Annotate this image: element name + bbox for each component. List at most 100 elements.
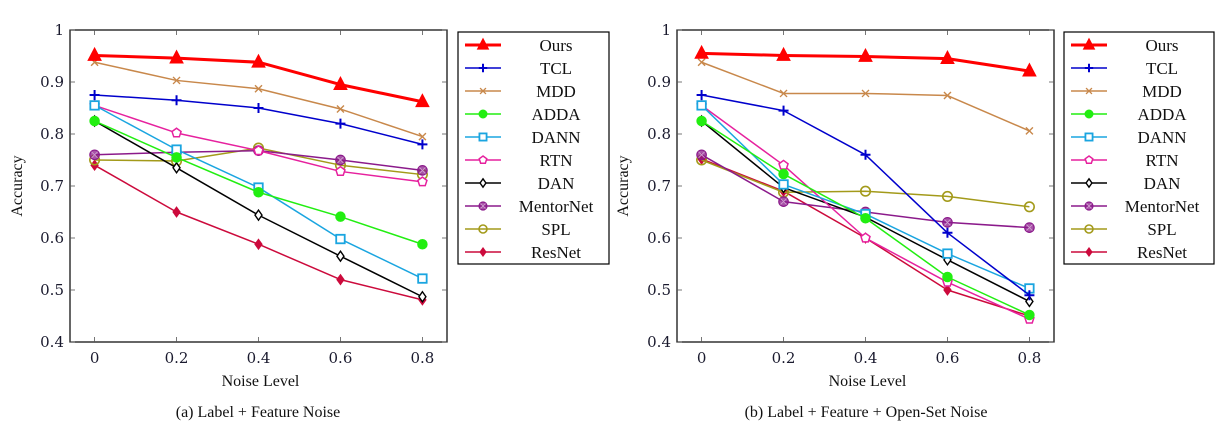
data-point-dan: [172, 161, 181, 175]
series-line-spl: [701, 159, 1030, 208]
data-point-adda: [89, 115, 100, 127]
data-point-tcl: [1024, 290, 1035, 301]
legend-label: MDD: [1142, 82, 1182, 101]
data-point-dan: [418, 290, 427, 303]
data-point-ours: [858, 47, 873, 62]
data-point-tcl: [860, 149, 871, 160]
data-point-mdd: [1025, 126, 1034, 135]
y-tick-label: 0.8: [647, 125, 671, 143]
y-axis-title: Accuracy: [9, 155, 26, 216]
data-point-tcl: [417, 139, 428, 150]
legend-item-mentornet: MentorNet: [1071, 197, 1200, 216]
y-tick-label: 0.9: [647, 73, 671, 91]
legend-label: RTN: [1146, 151, 1179, 170]
x-tick-label: 0.4: [854, 349, 878, 367]
data-point-ours: [333, 76, 348, 90]
legend-item-rtn: RTN: [465, 151, 572, 170]
series-adda: [89, 115, 428, 250]
y-tick-label: 0.6: [40, 229, 64, 247]
data-point-mdd: [697, 58, 706, 67]
data-point-mdd: [943, 91, 952, 100]
legend-marker-dan: [1085, 177, 1093, 189]
data-point-tcl: [696, 90, 707, 100]
legend-item-mdd: MDD: [1071, 82, 1182, 101]
legend-marker-tcl: [1084, 63, 1094, 73]
x-axis-title: Noise Level: [222, 373, 300, 390]
y-tick-label: 0.8: [40, 125, 64, 143]
data-point-mentornet-cross: [91, 151, 98, 159]
legend-item-spl: SPL: [465, 220, 571, 239]
data-point-adda: [778, 168, 789, 180]
x-tick-label: 0.2: [772, 349, 796, 367]
data-point-mdd: [418, 132, 427, 141]
legend-marker-adda: [478, 109, 488, 119]
data-point-rtn: [253, 144, 264, 156]
data-point-adda: [696, 115, 707, 127]
legend-item-mdd: MDD: [465, 82, 576, 101]
data-point-mdd: [861, 89, 870, 98]
data-point-dann: [778, 179, 789, 190]
data-point-dann: [417, 273, 428, 284]
x-tick-label: 0: [697, 349, 707, 367]
series-group: [694, 44, 1037, 324]
data-point-ours: [694, 44, 709, 59]
data-point-dann: [696, 100, 707, 111]
data-point-dan: [336, 249, 345, 263]
y-tick-label: 1: [54, 21, 64, 39]
x-tick-label: 0.6: [329, 349, 353, 367]
legend-label: ResNet: [1137, 243, 1187, 262]
legend-label: DANN: [531, 128, 580, 147]
legend-label: Ours: [539, 36, 572, 55]
data-point-ours: [87, 46, 102, 61]
chart-panel-a: 0.4 0.5 0.6 0.7 0.8 0.9 1 0 0.2 0.4 0.6 0.8 Noise Le…: [9, 21, 610, 421]
legend-item-tcl: TCL: [1071, 59, 1178, 78]
legend-item-spl: SPL: [1071, 220, 1177, 239]
data-point-tcl: [89, 90, 100, 100]
legend-marker-rtn: [478, 155, 488, 164]
legend-label: MentorNet: [519, 197, 594, 216]
x-tick-label: 0.4: [247, 349, 271, 367]
legend-item-ours: Ours: [465, 36, 573, 55]
data-point-adda: [860, 212, 871, 224]
y-tick-label: 0.4: [40, 333, 64, 351]
data-point-adda: [335, 211, 346, 222]
data-point-tcl: [335, 118, 346, 129]
legend-label: ADDA: [1137, 105, 1187, 124]
data-point-mdd: [172, 76, 181, 85]
legend-item-dann: DANN: [1071, 128, 1187, 147]
data-point-rtn: [860, 232, 871, 243]
data-point-adda: [417, 238, 428, 250]
legend-label: TCL: [1146, 59, 1178, 78]
legend-label: MentorNet: [1125, 197, 1200, 216]
legend-label: MDD: [536, 82, 576, 101]
y-tick-label: 0.7: [647, 177, 671, 195]
data-point-mentornet-cross: [337, 156, 344, 164]
data-point-tcl: [942, 227, 953, 238]
data-point-mentornet-cross: [698, 151, 705, 159]
series-mdd: [90, 58, 427, 141]
data-point-tcl: [253, 103, 264, 113]
legend-item-resnet: ResNet: [465, 243, 581, 262]
legend-item-rtn: RTN: [1071, 151, 1178, 170]
data-point-mentornet-cross: [780, 198, 787, 205]
y-tick-label: 0.9: [40, 73, 64, 91]
data-point-mdd: [779, 89, 788, 98]
data-point-rtn: [335, 165, 346, 177]
series-ours: [694, 44, 1037, 77]
x-tick-label: 0.6: [936, 349, 960, 367]
data-point-ours: [169, 49, 184, 64]
y-tick-label: 0.7: [40, 177, 64, 195]
y-tick-label: 0.4: [647, 333, 671, 351]
legend-marker-dann: [1084, 132, 1094, 142]
subfigure-caption: (b) Label + Feature + Open-Set Noise: [745, 404, 988, 421]
x-axis-title: Noise Level: [829, 373, 907, 390]
data-point-spl: [1023, 201, 1035, 213]
series-resnet: [90, 159, 427, 306]
data-point-ours: [415, 93, 430, 108]
legend-item-tcl: TCL: [465, 59, 572, 78]
data-point-ours: [251, 53, 266, 68]
data-point-adda: [1024, 309, 1035, 321]
legend-marker-ours: [1082, 37, 1096, 50]
legend-label: DANN: [1137, 128, 1186, 147]
data-point-mentornet-cross: [419, 167, 426, 174]
